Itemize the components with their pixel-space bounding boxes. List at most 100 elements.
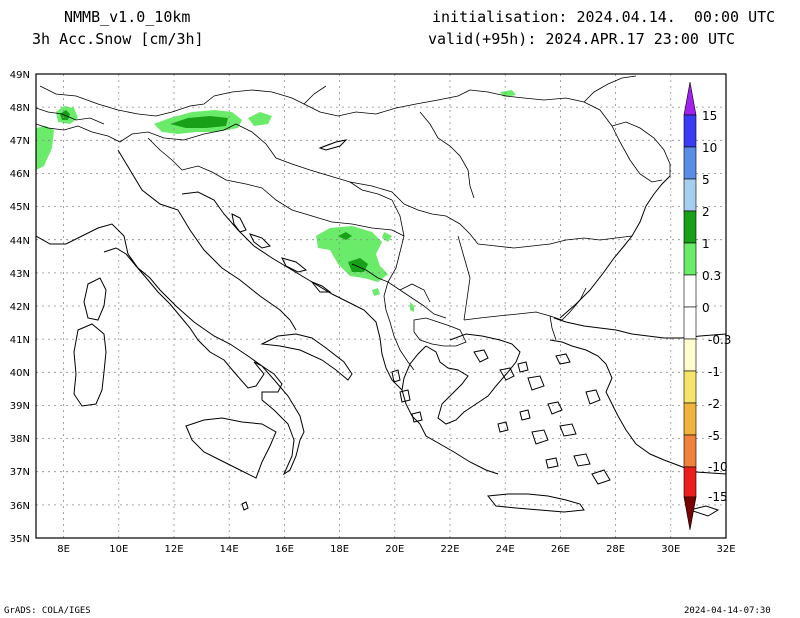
colorbar-segment-10-15 xyxy=(683,114,697,148)
snow-area-western-alps xyxy=(36,126,54,170)
corsica xyxy=(83,277,107,321)
grid xyxy=(36,74,726,538)
lon-16E: 16E xyxy=(275,544,294,555)
hungary-romania xyxy=(419,111,475,199)
cb-label-neg1: -1 xyxy=(708,365,720,379)
colorbar xyxy=(683,81,697,531)
init-time: initialisation: 2024.04.14. 00:00 UTC xyxy=(432,8,776,26)
ionian-islands xyxy=(391,369,423,423)
italy-coastline xyxy=(36,223,305,476)
lon-axis-labels: 8E 10E 12E 14E 16E 18E 20E 22E 24E 26E 2… xyxy=(57,544,735,555)
lat-42N: 42N xyxy=(10,302,30,313)
cb-label-neg2: -2 xyxy=(708,397,720,411)
cb-label-15: 15 xyxy=(702,109,717,123)
lon-30E: 30E xyxy=(661,544,680,555)
lon-14E: 14E xyxy=(220,544,239,555)
turkey-coast xyxy=(549,339,726,475)
snow-fields xyxy=(36,90,516,312)
lat-36N: 36N xyxy=(10,501,30,512)
colorbar-labels: 15 10 5 2 1 0.3 0 -0.3 -1 -2 -5 -10 -15 xyxy=(702,109,731,504)
lat-41N: 41N xyxy=(10,335,30,346)
moldova xyxy=(611,121,671,176)
lon-10E: 10E xyxy=(109,544,128,555)
kosovo xyxy=(399,283,431,303)
italy-east-coast xyxy=(117,149,297,331)
adriatic-islands xyxy=(231,213,332,293)
lat-44N: 44N xyxy=(10,236,30,247)
cb-label-2: 2 xyxy=(702,205,710,219)
cb-label-1: 1 xyxy=(702,237,710,251)
greece-turkey-river xyxy=(549,315,557,341)
austria-hungary-slovenia xyxy=(235,123,405,205)
italy-slovenia xyxy=(147,137,183,171)
lon-20E: 20E xyxy=(385,544,404,555)
albania-greece-coast xyxy=(379,337,499,475)
bulgaria-serbia xyxy=(457,235,471,321)
footer-credit: GrADS: COLA/IGES xyxy=(4,606,91,616)
cb-label-neg10: -10 xyxy=(708,460,728,474)
lon-12E: 12E xyxy=(164,544,183,555)
cb-label-0.3: 0.3 xyxy=(702,269,721,283)
bosnia-serbia xyxy=(387,199,405,283)
north-macedonia xyxy=(413,317,467,347)
snow-area-montenegro xyxy=(382,232,392,242)
country-borders xyxy=(36,75,671,371)
colorbar-segment-neg0.3-0 xyxy=(683,306,697,340)
colorbar-segment-1-2 xyxy=(683,210,697,244)
snow-area-dinaric-spot xyxy=(372,288,380,296)
lat-37N: 37N xyxy=(10,467,30,478)
sicily xyxy=(185,417,277,479)
cb-label-0: 0 xyxy=(702,301,710,315)
slovenia-croatia xyxy=(181,165,263,189)
cb-label-10: 10 xyxy=(702,141,717,155)
cb-label-5: 5 xyxy=(702,173,710,187)
cb-label-neg5: -5 xyxy=(708,429,720,443)
cyprus-hint xyxy=(688,505,720,517)
cb-label-neg0.3: -0.3 xyxy=(708,333,731,347)
snow-area-bosnia-core-2 xyxy=(338,232,352,240)
snow-area-bosnia xyxy=(316,226,388,282)
snow-area-albania xyxy=(410,302,414,312)
colorbar-segment-neg1-neg0.3 xyxy=(683,338,697,372)
black-sea-coast xyxy=(559,175,671,319)
bosphorus-marmara xyxy=(553,317,726,339)
colorbar-segment-5-10 xyxy=(683,146,697,180)
lon-22E: 22E xyxy=(440,544,459,555)
lon-26E: 26E xyxy=(551,544,570,555)
bulgaria-greece-turkey xyxy=(463,287,587,321)
colorbar-bottom-triangle xyxy=(683,496,697,531)
montenegro-bosnia xyxy=(351,263,389,283)
switzerland-border xyxy=(36,107,105,125)
serbia-montenegro-kosovo xyxy=(387,281,447,319)
colorbar-segment-neg15-neg10 xyxy=(683,466,697,498)
alps-border xyxy=(36,123,237,143)
colorbar-segment-neg10-neg5 xyxy=(683,434,697,468)
footer-timestamp: 2024-04-14-07:30 xyxy=(684,606,771,616)
snow-area-eastern-alps-patch xyxy=(248,112,272,126)
colorbar-segment-0.3-1 xyxy=(683,242,697,276)
adriatic-small-mark xyxy=(319,143,331,149)
croatia-coast xyxy=(181,191,381,339)
ukraine-border-north xyxy=(583,75,637,103)
albania-border xyxy=(383,281,415,371)
lat-axis-labels: 49N 48N 47N 46N 45N 44N 43N 42N 41N 40N … xyxy=(10,70,30,545)
serbia-romania xyxy=(403,203,479,245)
serbia-hungary xyxy=(349,181,393,201)
romania-bulgaria xyxy=(477,235,633,249)
lat-48N: 48N xyxy=(10,103,30,114)
lon-28E: 28E xyxy=(606,544,625,555)
lat-45N: 45N xyxy=(10,202,30,213)
slovakia-hungary xyxy=(303,89,471,117)
valid-time: valid(+95h): 2024.APR.17 23:00 UTC xyxy=(428,30,736,48)
romania-ukraine-moldova xyxy=(469,89,663,183)
cb-label-neg15: -15 xyxy=(708,490,728,504)
lon-32E: 32E xyxy=(716,544,735,555)
map-frame xyxy=(35,73,727,539)
lon-18E: 18E xyxy=(330,544,349,555)
colorbar-segment-2-5 xyxy=(683,178,697,212)
model-title: NMMB_v1.0_10km xyxy=(64,8,191,26)
lat-35N: 35N xyxy=(10,534,30,545)
snow-area-eastern-alps-core xyxy=(170,116,228,128)
crete xyxy=(487,493,585,513)
lake-balaton xyxy=(318,139,348,151)
